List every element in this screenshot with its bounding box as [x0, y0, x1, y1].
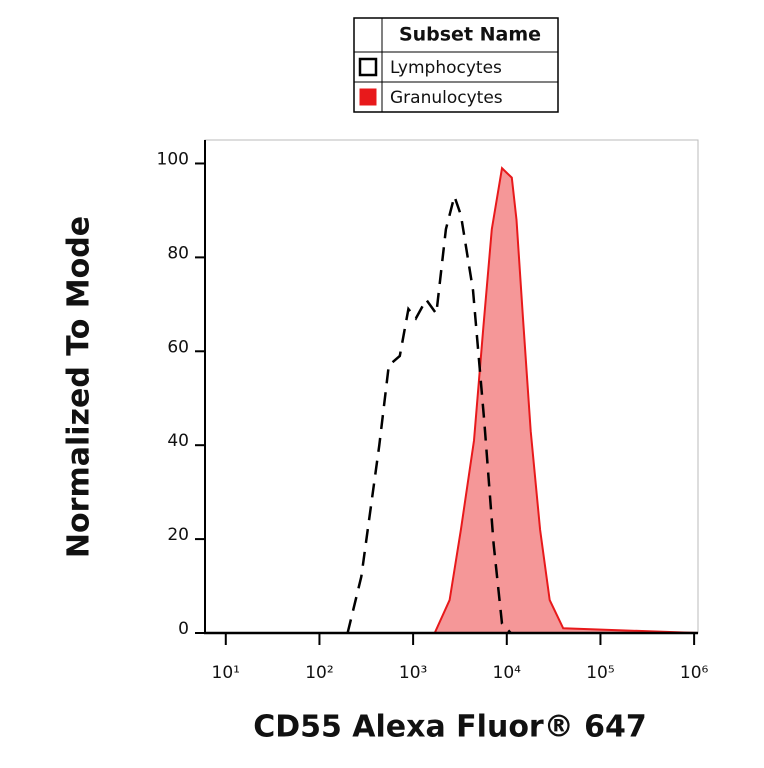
y-tick-label: 60: [167, 337, 189, 357]
y-tick-label: 40: [167, 431, 189, 451]
legend-label: Granulocytes: [390, 88, 503, 108]
legend-title: Subset Name: [399, 24, 541, 46]
legend-swatch: [359, 88, 377, 106]
x-tick-label: 10²: [305, 663, 333, 683]
x-tick-label: 10³: [399, 663, 427, 683]
y-tick-label: 100: [157, 149, 189, 169]
y-tick-label: 0: [178, 619, 189, 639]
x-tick-label: 10¹: [212, 663, 240, 683]
y-tick-label: 20: [167, 525, 189, 545]
legend-label: Lymphocytes: [390, 58, 502, 78]
histogram-line: [205, 166, 699, 634]
histogram-area: [205, 168, 698, 633]
x-tick-label: 10⁶: [680, 663, 709, 683]
y-axis-title: Normalized To Mode: [62, 216, 97, 558]
legend-box: [353, 17, 559, 113]
plot-frame: [204, 139, 699, 634]
legend-swatch: [358, 57, 378, 77]
y-tick-label: 80: [167, 243, 189, 263]
x-axis-title: CD55 Alexa Fluor® 647: [253, 710, 647, 745]
x-tick-label: 10⁴: [493, 663, 522, 683]
histogram-line: [346, 191, 512, 634]
x-tick-label: 10⁵: [586, 663, 614, 683]
